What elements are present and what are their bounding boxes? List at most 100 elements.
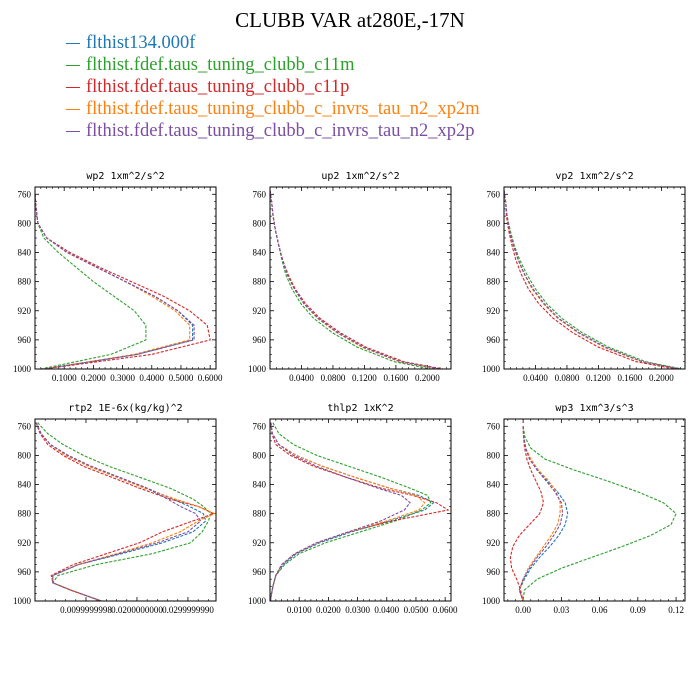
series-line <box>503 190 683 370</box>
x-tick-label: 0.00 <box>515 605 531 615</box>
y-tick-label: 920 <box>487 306 501 316</box>
x-tick-label: 0.06 <box>592 605 608 615</box>
x-tick-label: 0.2000 <box>415 373 440 383</box>
series-line <box>35 422 202 602</box>
y-tick-label: 800 <box>253 450 267 460</box>
legend-item: flthist.fdef.taus_tuning_clubb_c11p <box>66 76 480 98</box>
plot-frame <box>269 418 452 602</box>
x-tick-label: 0.0400 <box>289 373 314 383</box>
series-line <box>269 190 441 370</box>
y-tick-label: 920 <box>487 538 501 548</box>
plot-frame <box>503 418 686 602</box>
y-tick-label: 1000 <box>482 596 501 606</box>
x-tick-label: 0.0800 <box>321 373 346 383</box>
x-tick-label: 0.0099999998 <box>60 605 112 615</box>
y-tick-label: 1000 <box>13 364 32 374</box>
series-line <box>34 194 194 370</box>
legend-swatch <box>66 130 80 132</box>
series-line <box>269 190 444 370</box>
panel-3: vp2 1xm^2/s^2 760 800 840 880 920 960 1000 0.040… <box>482 171 686 383</box>
x-tick-label: 0.0800 <box>555 373 580 383</box>
panel-title: wp3 1xm^3/s^3 <box>555 403 633 414</box>
y-tick-label: 960 <box>253 567 267 577</box>
y-tick-label: 840 <box>18 480 32 490</box>
y-tick-label: 800 <box>253 218 267 228</box>
y-tick-label: 760 <box>487 189 501 199</box>
y-tick-label: 920 <box>253 538 267 548</box>
series-line <box>35 422 215 602</box>
series-line <box>518 426 569 602</box>
y-tick-label: 760 <box>487 421 501 431</box>
legend: flthist134.000f flthist.fdef.taus_tuning_… <box>66 32 480 142</box>
panel-2: up2 1xm^2/s^2 760 800 840 880 920 960 1000 0.040… <box>248 171 452 383</box>
panel-title: up2 1xm^2/s^2 <box>321 171 399 182</box>
y-tick-label: 840 <box>487 480 501 490</box>
legend-item: flthist.fdef.taus_tuning_clubb_c_invrs_t… <box>66 120 480 142</box>
legend-label: flthist.fdef.taus_tuning_clubb_c11m <box>86 54 355 75</box>
legend-label: flthist134.000f <box>86 32 196 53</box>
x-tick-label: 0.1000 <box>52 373 77 383</box>
y-tick-label: 880 <box>18 277 32 287</box>
x-tick-label: 0.2000 <box>81 373 106 383</box>
y-tick-label: 840 <box>487 248 501 258</box>
x-tick-label: 0.0100 <box>287 605 312 615</box>
panel-6: wp3 1xm^3/s^3 760 800 840 880 920 960 1000 0.00 0… <box>482 403 686 615</box>
x-tick-label: 0.09 <box>630 605 646 615</box>
y-tick-label: 840 <box>18 248 32 258</box>
y-tick-label: 840 <box>253 248 267 258</box>
y-tick-label: 800 <box>18 218 32 228</box>
legend-swatch <box>66 86 80 88</box>
x-tick-label: 0.2000 <box>649 373 674 383</box>
y-tick-label: 960 <box>253 335 267 345</box>
y-tick-label: 760 <box>253 189 267 199</box>
plot-frame <box>34 186 217 370</box>
y-tick-label: 880 <box>487 277 501 287</box>
y-tick-label: 960 <box>18 335 32 345</box>
y-tick-label: 880 <box>18 509 32 519</box>
series-line <box>518 426 564 602</box>
x-tick-label: 0.12 <box>668 605 684 615</box>
legend-label: flthist.fdef.taus_tuning_clubb_c_invrs_t… <box>86 98 480 119</box>
series-line <box>269 190 440 370</box>
y-tick-label: 840 <box>253 480 267 490</box>
series-line <box>269 190 432 370</box>
series-line <box>522 426 677 602</box>
figure-title: CLUBB VAR at280E,-17N <box>235 8 465 32</box>
panel-4: rtp2 1E-6x(kg/kg)^2 760 800 840 880 920 960 100… <box>13 403 217 615</box>
panel-5: thlp2 1xK^2 760 800 840 880 920 960 1000 0.0100 0… <box>248 403 458 615</box>
y-tick-label: 1000 <box>13 596 32 606</box>
series-line <box>503 190 676 370</box>
y-tick-label: 920 <box>18 306 32 316</box>
x-tick-label: 0.1600 <box>618 373 643 383</box>
plot-frame <box>269 186 452 370</box>
y-tick-label: 800 <box>18 450 32 460</box>
panel-title: thlp2 1xK^2 <box>327 403 393 414</box>
series-line <box>270 422 435 602</box>
legend-item: flthist.fdef.taus_tuning_clubb_c_invrs_t… <box>66 98 480 120</box>
x-tick-label: 0.0400 <box>374 605 399 615</box>
series-line <box>503 190 680 370</box>
y-tick-label: 920 <box>18 538 32 548</box>
y-tick-label: 920 <box>253 306 267 316</box>
series-line <box>270 422 432 602</box>
panel-1: wp2 1xm^2/s^2 760 800 840 880 920 960 1000 0.100… <box>13 171 223 383</box>
series-line <box>34 194 147 370</box>
legend-item: flthist134.000f <box>66 32 480 54</box>
series-line <box>503 190 681 370</box>
y-tick-label: 880 <box>253 277 267 287</box>
series-line <box>37 422 212 602</box>
x-tick-label: 0.0200 <box>316 605 341 615</box>
y-tick-label: 960 <box>487 335 501 345</box>
series-line <box>270 422 450 602</box>
x-tick-label: 0.0300 <box>345 605 370 615</box>
series-line <box>34 194 195 370</box>
x-tick-label: 0.0400 <box>523 373 548 383</box>
x-tick-label: 0.0500 <box>404 605 429 615</box>
series-line <box>509 426 545 602</box>
panel-title: vp2 1xm^2/s^2 <box>555 171 633 182</box>
legend-item: flthist.fdef.taus_tuning_clubb_c11m <box>66 54 480 76</box>
x-tick-label: 0.6000 <box>198 373 223 383</box>
legend-swatch <box>66 108 80 110</box>
y-tick-label: 1000 <box>248 596 267 606</box>
